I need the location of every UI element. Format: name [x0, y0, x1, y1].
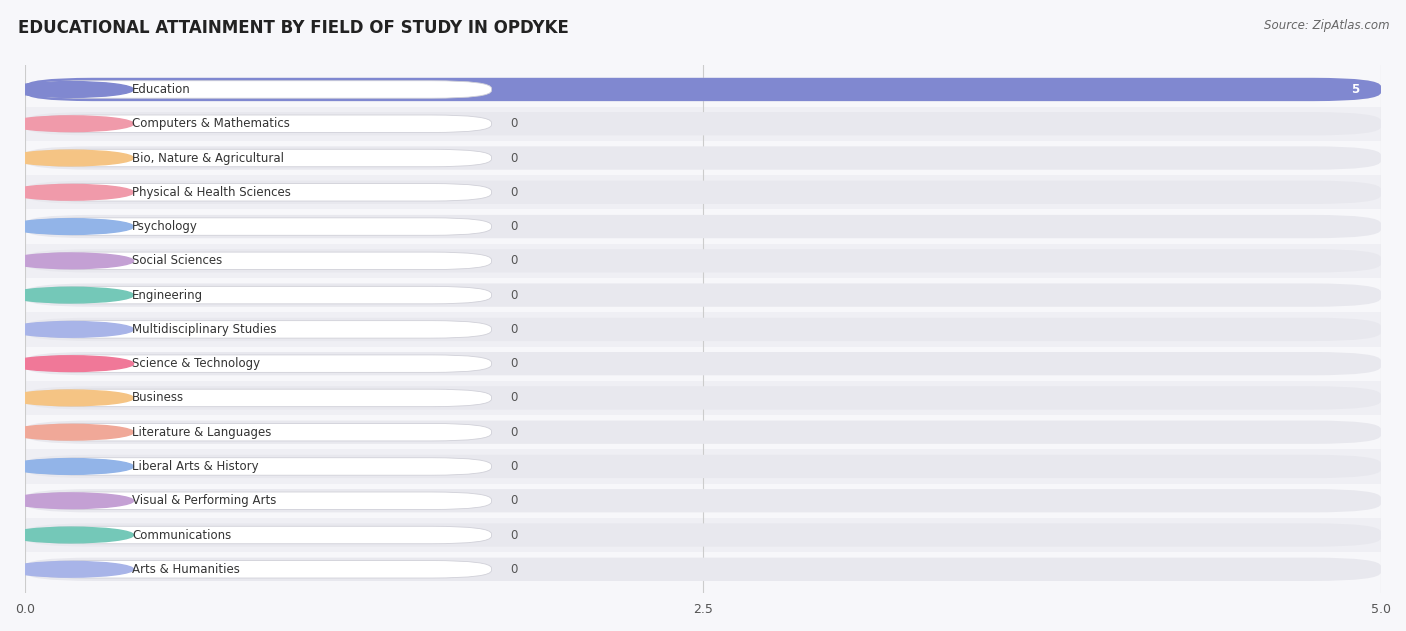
FancyBboxPatch shape: [28, 252, 492, 269]
Text: 0: 0: [510, 117, 517, 130]
Text: Psychology: Psychology: [132, 220, 198, 233]
FancyBboxPatch shape: [25, 386, 1381, 410]
FancyBboxPatch shape: [25, 180, 1381, 204]
Text: Visual & Performing Arts: Visual & Performing Arts: [132, 494, 277, 507]
FancyBboxPatch shape: [25, 523, 1381, 546]
Bar: [25, 244, 1381, 278]
FancyBboxPatch shape: [25, 249, 1381, 273]
FancyBboxPatch shape: [28, 218, 492, 235]
Text: Arts & Humanities: Arts & Humanities: [132, 563, 240, 575]
Text: 0: 0: [510, 288, 517, 302]
Circle shape: [8, 184, 134, 200]
Bar: [25, 552, 1381, 586]
Bar: [25, 278, 1381, 312]
Circle shape: [8, 390, 134, 406]
Bar: [25, 346, 1381, 380]
FancyBboxPatch shape: [25, 489, 1381, 512]
FancyBboxPatch shape: [25, 112, 1381, 136]
Bar: [25, 73, 1381, 107]
Circle shape: [8, 527, 134, 543]
Circle shape: [8, 424, 134, 440]
Circle shape: [8, 150, 134, 166]
Text: Bio, Nature & Agricultural: Bio, Nature & Agricultural: [132, 151, 284, 165]
Text: Literature & Languages: Literature & Languages: [132, 426, 271, 439]
Text: Source: ZipAtlas.com: Source: ZipAtlas.com: [1264, 19, 1389, 32]
Circle shape: [8, 562, 134, 577]
FancyBboxPatch shape: [28, 492, 492, 509]
Text: 0: 0: [510, 186, 517, 199]
Bar: [25, 209, 1381, 244]
Circle shape: [8, 493, 134, 509]
Bar: [25, 415, 1381, 449]
FancyBboxPatch shape: [28, 389, 492, 406]
FancyBboxPatch shape: [25, 420, 1381, 444]
Bar: [25, 483, 1381, 518]
FancyBboxPatch shape: [28, 423, 492, 441]
Text: 0: 0: [510, 151, 517, 165]
Text: Liberal Arts & History: Liberal Arts & History: [132, 460, 259, 473]
Text: 0: 0: [510, 254, 517, 268]
FancyBboxPatch shape: [28, 184, 492, 201]
Text: Communications: Communications: [132, 529, 231, 541]
Text: 0: 0: [510, 460, 517, 473]
Circle shape: [8, 322, 134, 337]
FancyBboxPatch shape: [28, 81, 492, 98]
Text: 0: 0: [510, 494, 517, 507]
FancyBboxPatch shape: [28, 115, 492, 133]
Bar: [25, 107, 1381, 141]
Circle shape: [8, 219, 134, 235]
Bar: [25, 141, 1381, 175]
Text: 0: 0: [510, 391, 517, 404]
FancyBboxPatch shape: [25, 558, 1381, 581]
FancyBboxPatch shape: [25, 455, 1381, 478]
Circle shape: [8, 287, 134, 303]
Text: EDUCATIONAL ATTAINMENT BY FIELD OF STUDY IN OPDYKE: EDUCATIONAL ATTAINMENT BY FIELD OF STUDY…: [18, 19, 569, 37]
Circle shape: [8, 356, 134, 372]
FancyBboxPatch shape: [28, 526, 492, 544]
FancyBboxPatch shape: [25, 283, 1381, 307]
Text: 0: 0: [510, 323, 517, 336]
FancyBboxPatch shape: [25, 318, 1381, 341]
Circle shape: [8, 459, 134, 475]
FancyBboxPatch shape: [25, 146, 1381, 170]
Bar: [25, 312, 1381, 346]
FancyBboxPatch shape: [25, 78, 1381, 101]
Text: Multidisciplinary Studies: Multidisciplinary Studies: [132, 323, 277, 336]
Text: Science & Technology: Science & Technology: [132, 357, 260, 370]
Bar: [25, 449, 1381, 483]
Text: 0: 0: [510, 220, 517, 233]
FancyBboxPatch shape: [28, 286, 492, 304]
Text: Computers & Mathematics: Computers & Mathematics: [132, 117, 290, 130]
FancyBboxPatch shape: [28, 150, 492, 167]
Circle shape: [8, 81, 134, 97]
Bar: [25, 380, 1381, 415]
Text: 0: 0: [510, 563, 517, 575]
Text: Engineering: Engineering: [132, 288, 202, 302]
Text: 0: 0: [510, 426, 517, 439]
FancyBboxPatch shape: [25, 78, 1381, 101]
Bar: [25, 518, 1381, 552]
Text: Education: Education: [132, 83, 191, 96]
Bar: [25, 175, 1381, 209]
FancyBboxPatch shape: [28, 457, 492, 475]
Text: Physical & Health Sciences: Physical & Health Sciences: [132, 186, 291, 199]
Text: 0: 0: [510, 357, 517, 370]
FancyBboxPatch shape: [25, 215, 1381, 239]
FancyBboxPatch shape: [28, 560, 492, 578]
Text: 0: 0: [510, 529, 517, 541]
Circle shape: [8, 253, 134, 269]
Text: 5: 5: [1351, 83, 1360, 96]
Text: Social Sciences: Social Sciences: [132, 254, 222, 268]
FancyBboxPatch shape: [28, 321, 492, 338]
FancyBboxPatch shape: [25, 352, 1381, 375]
Circle shape: [8, 116, 134, 132]
Text: Business: Business: [132, 391, 184, 404]
FancyBboxPatch shape: [28, 355, 492, 372]
